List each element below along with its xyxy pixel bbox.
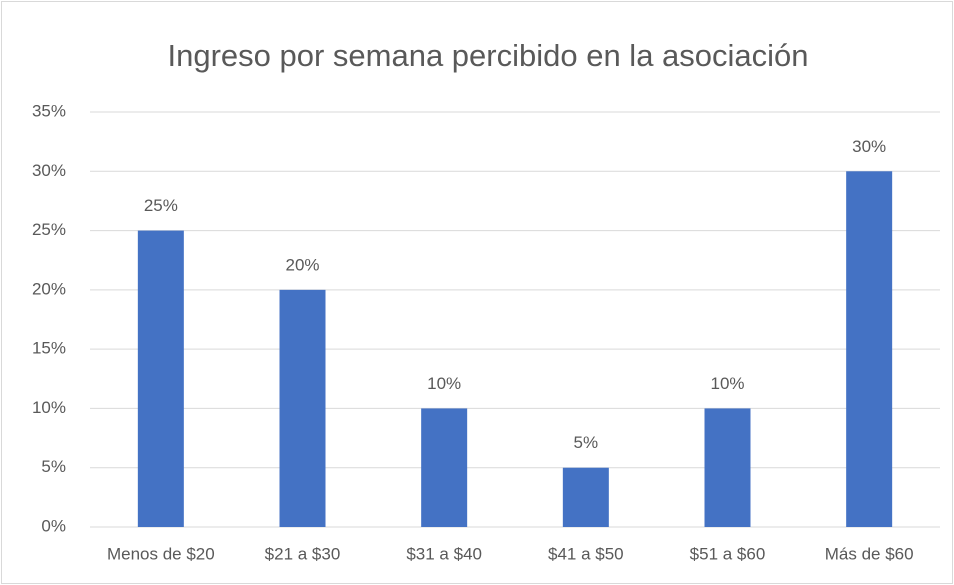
x-tick-label: Más de $60 bbox=[825, 544, 914, 563]
bar bbox=[562, 467, 609, 527]
y-tick-label: 15% bbox=[32, 339, 66, 358]
x-tick-label: $51 a $60 bbox=[690, 544, 766, 563]
y-tick-label: 20% bbox=[32, 279, 66, 298]
x-tick-label: $21 a $30 bbox=[265, 544, 341, 563]
y-tick-label: 5% bbox=[41, 457, 66, 476]
y-tick-label: 35% bbox=[32, 101, 66, 120]
data-label: 5% bbox=[574, 433, 599, 452]
chart-title: Ingreso por semana percibido en la asoci… bbox=[167, 38, 808, 73]
x-tick-label: $31 a $40 bbox=[406, 544, 482, 563]
bar bbox=[421, 408, 468, 527]
x-tick-label: Menos de $20 bbox=[107, 544, 215, 563]
bar bbox=[704, 408, 751, 527]
data-label: 10% bbox=[427, 374, 461, 393]
data-label: 10% bbox=[710, 374, 744, 393]
bar bbox=[846, 171, 893, 528]
data-label: 25% bbox=[144, 196, 178, 215]
y-tick-label: 30% bbox=[32, 161, 66, 180]
data-label: 20% bbox=[285, 255, 319, 274]
y-tick-label: 0% bbox=[41, 516, 66, 535]
y-tick-label: 10% bbox=[32, 398, 66, 417]
y-tick-label: 25% bbox=[32, 220, 66, 239]
bar bbox=[137, 230, 184, 528]
data-label: 30% bbox=[852, 137, 886, 156]
bar bbox=[279, 289, 326, 527]
x-tick-label: $41 a $50 bbox=[548, 544, 624, 563]
